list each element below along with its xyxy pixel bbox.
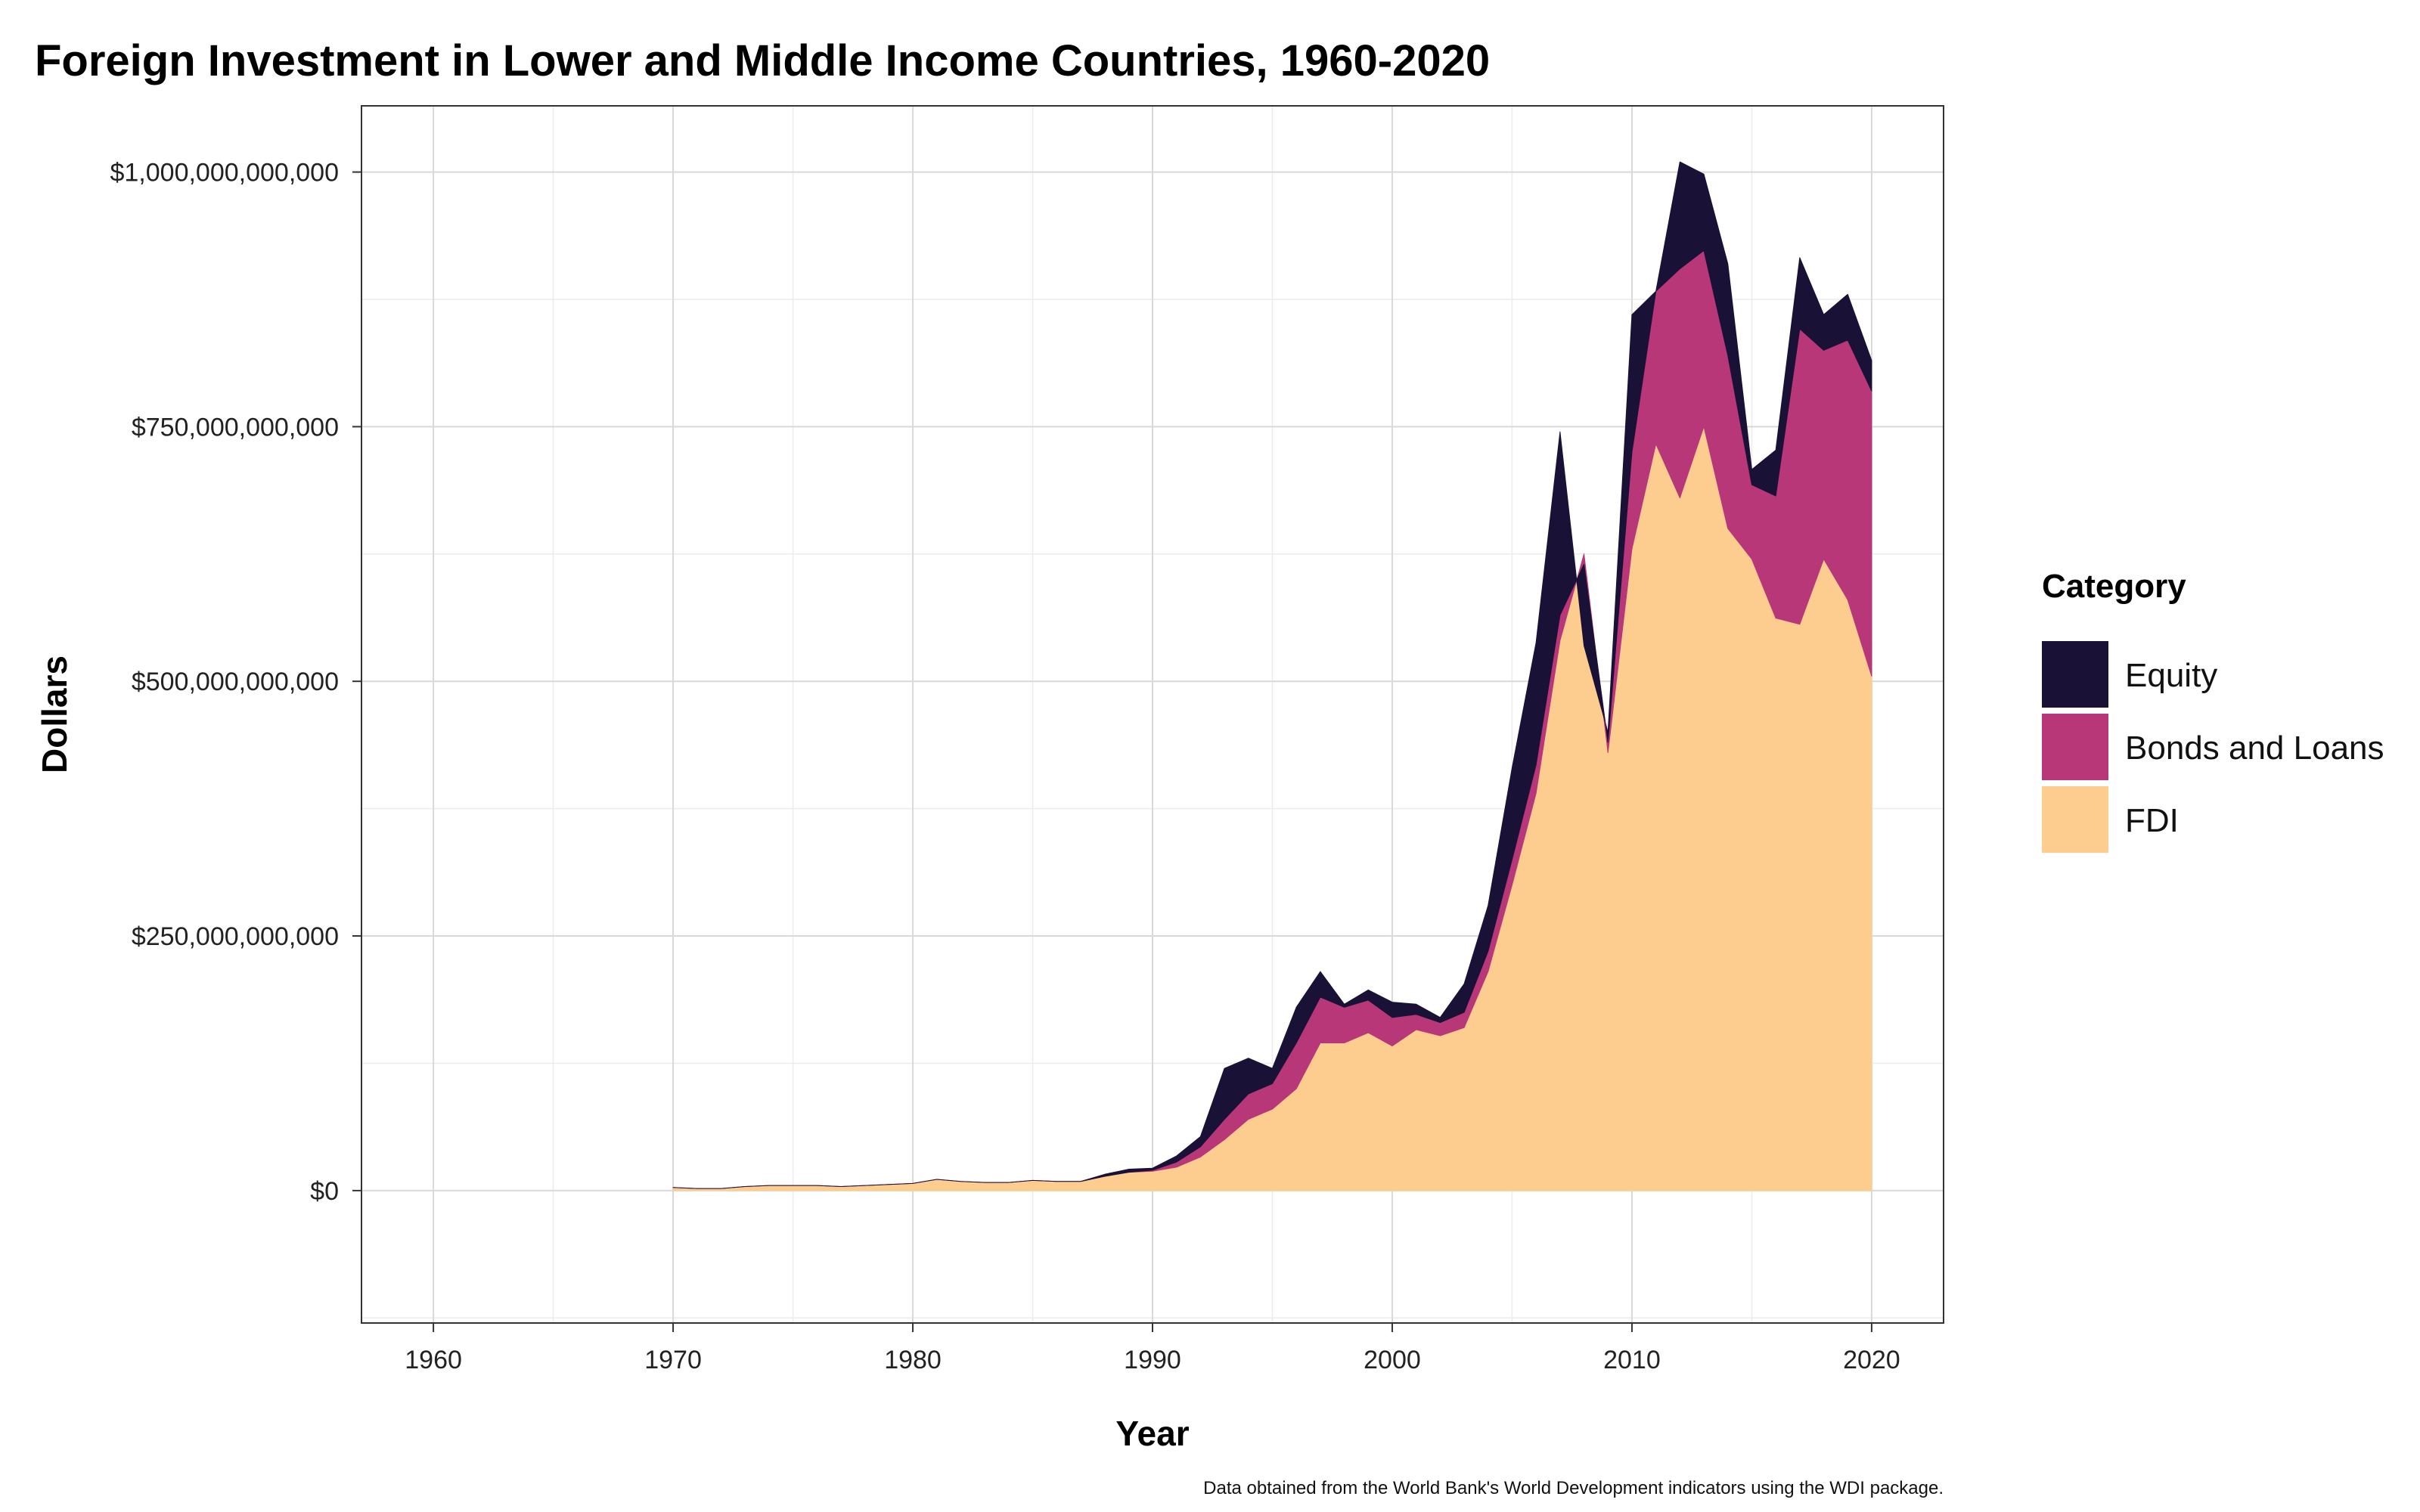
x-tick-label: 2000 xyxy=(1364,1346,1421,1374)
legend-swatch-fdi xyxy=(2042,786,2108,853)
y-tick-label: $1,000,000,000,000 xyxy=(110,159,339,187)
x-axis-ticks: 1960 1970 1980 1990 2000 2010 2020 xyxy=(405,1323,1900,1374)
legend-title: Category xyxy=(2042,568,2186,605)
y-tick-label: $250,000,000,000 xyxy=(132,922,339,951)
stacked-areas xyxy=(672,161,1872,1191)
chart-title: Foreign Investment in Lower and Middle I… xyxy=(35,36,1490,85)
caption: Data obtained from the World Bank's Worl… xyxy=(1203,1478,1944,1498)
x-tick-label: 1990 xyxy=(1124,1346,1181,1374)
legend: Category Equity Bonds and Loans FDI xyxy=(2042,568,2384,853)
y-tick-label: $750,000,000,000 xyxy=(132,413,339,442)
y-axis-title: Dollars xyxy=(35,655,74,773)
legend-swatch-equity xyxy=(2042,641,2108,708)
y-tick-label: $0 xyxy=(310,1177,339,1206)
x-tick-label: 1960 xyxy=(405,1346,462,1374)
x-axis-title: Year xyxy=(1115,1414,1189,1453)
legend-label-equity: Equity xyxy=(2125,657,2217,694)
legend-items: Equity Bonds and Loans FDI xyxy=(2042,641,2384,853)
y-axis-ticks: $0 $250,000,000,000 $500,000,000,000 $750,0… xyxy=(110,159,361,1206)
area-equity xyxy=(672,161,1872,1189)
legend-label-bonds-and-loans: Bonds and Loans xyxy=(2125,730,2384,767)
x-tick-label: 2020 xyxy=(1843,1346,1900,1374)
x-tick-label: 2010 xyxy=(1603,1346,1661,1374)
y-tick-label: $500,000,000,000 xyxy=(132,668,339,696)
x-tick-label: 1970 xyxy=(644,1346,702,1374)
legend-swatch-bonds-and-loans xyxy=(2042,714,2108,780)
x-tick-label: 1980 xyxy=(884,1346,942,1374)
legend-label-fdi: FDI xyxy=(2125,802,2179,839)
